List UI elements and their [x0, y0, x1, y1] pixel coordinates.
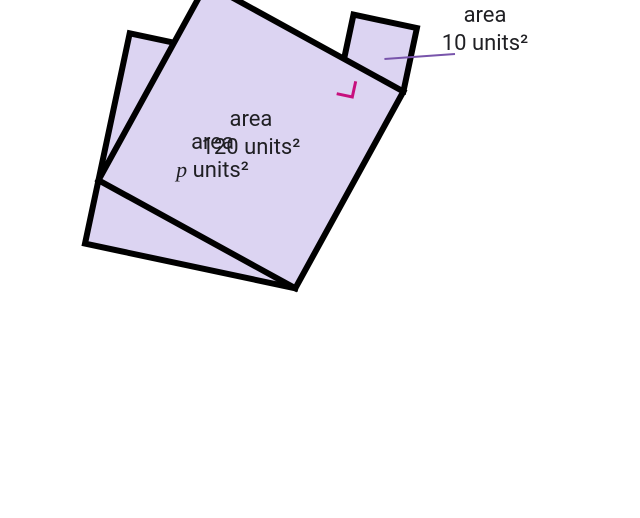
label-top-line2: 10 units² — [442, 31, 528, 56]
label-right-line2: 120 units² — [202, 135, 301, 160]
label-left-line2: p units² — [174, 157, 249, 183]
pythagorean-diagram: area p units² area 10 units² area 120 un… — [0, 0, 640, 518]
label-right-line1: area — [230, 107, 273, 132]
variable-p: p — [174, 157, 187, 182]
label-top-line1: area — [464, 3, 507, 28]
